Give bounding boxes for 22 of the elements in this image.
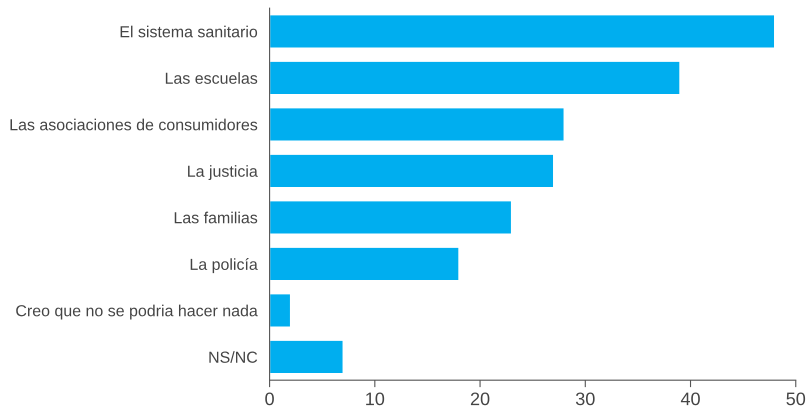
bar bbox=[270, 14, 776, 49]
y-tick-label: Las asociaciones de consumidores bbox=[10, 118, 258, 130]
bar bbox=[270, 107, 565, 142]
y-tick-label: NS/NC bbox=[209, 351, 258, 363]
x-tick-label: 10 bbox=[366, 392, 384, 406]
x-tick-label: 0 bbox=[265, 392, 274, 406]
y-tick-label: La policía bbox=[190, 258, 258, 274]
x-tick-label: 40 bbox=[680, 392, 700, 406]
x-tick-label: 20 bbox=[470, 392, 490, 406]
y-tick-label: La justicia bbox=[188, 165, 258, 180]
bar bbox=[270, 60, 681, 96]
bar bbox=[270, 154, 554, 188]
y-tick-label: Las familias bbox=[174, 212, 258, 224]
y-tick-label: El sistema sanitario bbox=[120, 26, 258, 38]
bar bbox=[270, 339, 344, 374]
x-tick-label: 50 bbox=[786, 392, 806, 406]
x-tick-label: 30 bbox=[576, 392, 595, 406]
y-tick-label: Creo que no se podria hacer nada bbox=[16, 304, 258, 320]
bar bbox=[270, 246, 460, 282]
bar bbox=[270, 200, 512, 235]
bar bbox=[270, 293, 292, 328]
y-tick-label: Las escuelas bbox=[166, 72, 258, 84]
